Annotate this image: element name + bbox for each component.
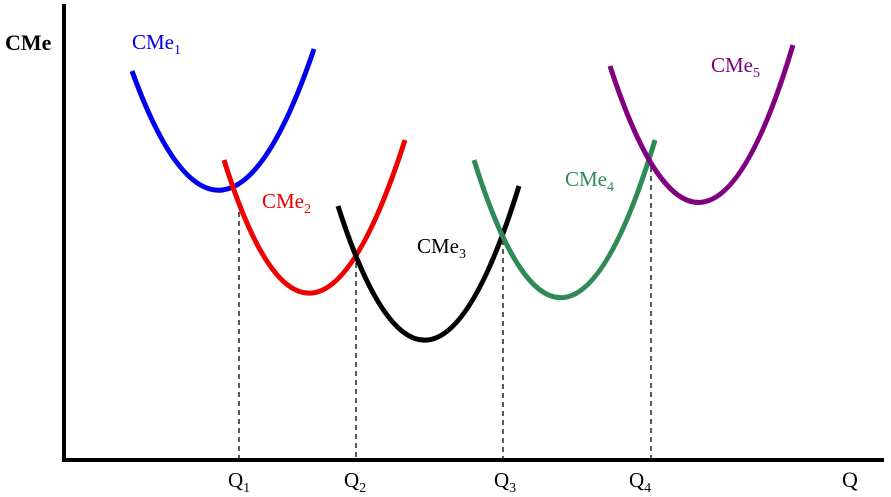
curve-cme2 [221, 139, 408, 296]
x-axis-label: Q [842, 467, 858, 492]
curve-cme5 [607, 44, 796, 205]
label-q3: Q3 [494, 468, 516, 496]
curve-cme4 [471, 139, 658, 300]
curve-cme3 [335, 185, 522, 343]
label-q2: Q2 [344, 468, 366, 496]
label-cme3: CMe3 [417, 234, 466, 262]
y-axis-label: CMe [5, 30, 52, 55]
curve-cme1 [129, 48, 317, 193]
label-cme1: CMe1 [132, 30, 181, 58]
label-cme2: CMe2 [262, 189, 311, 217]
label-cme4: CMe4 [565, 167, 614, 195]
label-q1: Q1 [228, 468, 250, 496]
label-cme5: CMe5 [711, 53, 760, 81]
label-q4: Q4 [629, 468, 651, 496]
